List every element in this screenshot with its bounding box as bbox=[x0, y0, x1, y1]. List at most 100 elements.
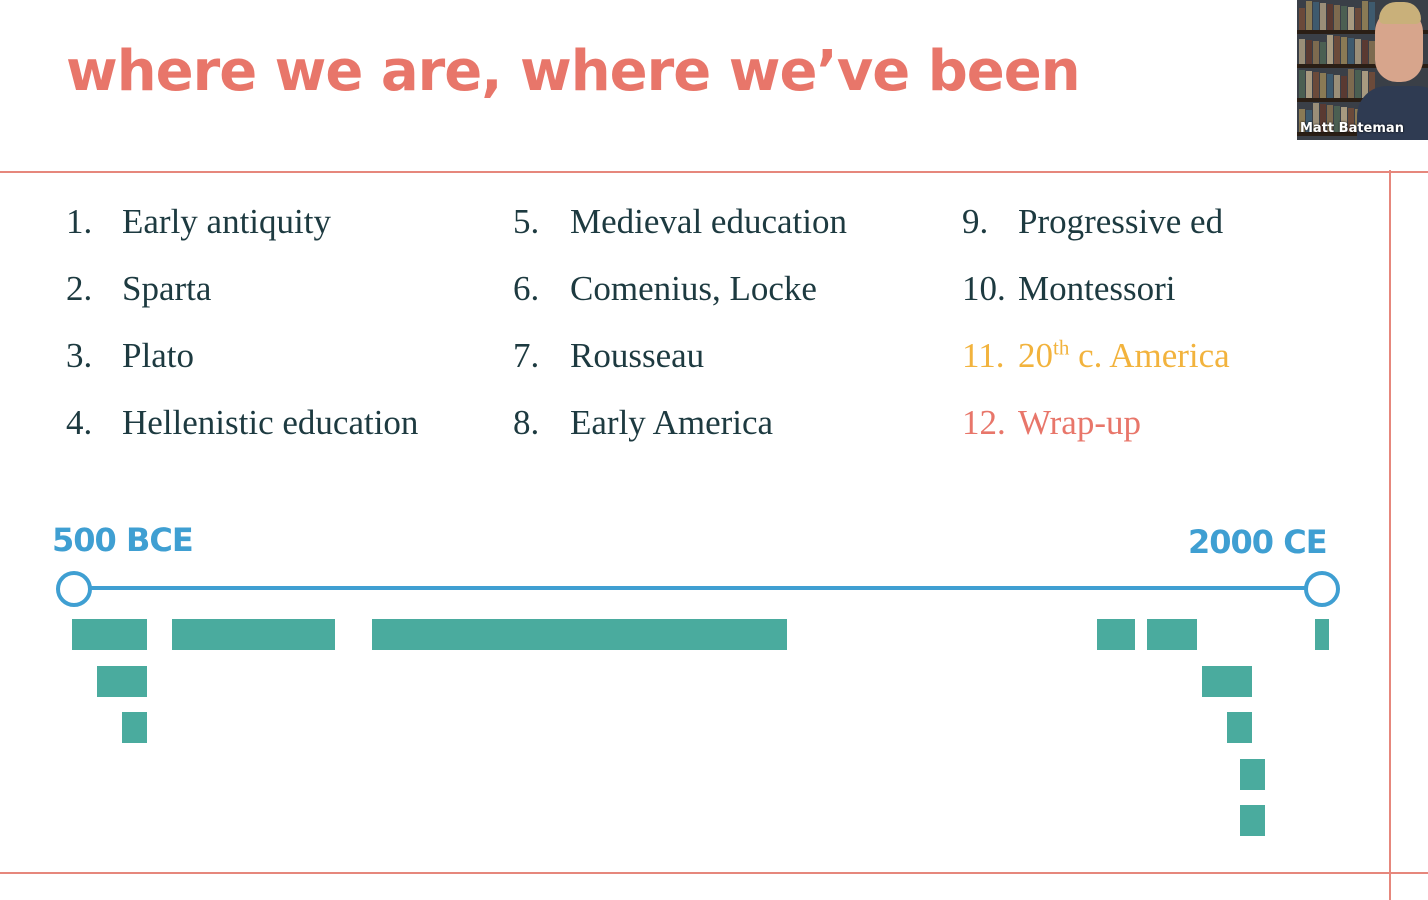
period-bar-plato bbox=[122, 712, 147, 743]
book-spine bbox=[1306, 1, 1312, 30]
book-spine bbox=[1334, 36, 1340, 64]
book-spine bbox=[1320, 104, 1326, 132]
book-spine bbox=[1348, 108, 1354, 132]
period-bar-hellenistic-education bbox=[172, 619, 335, 650]
book-spine bbox=[1313, 103, 1319, 132]
book-spine bbox=[1355, 39, 1361, 64]
agenda-item-label: Early America bbox=[570, 403, 774, 442]
book-spine bbox=[1320, 3, 1326, 30]
participant-body bbox=[1357, 86, 1428, 140]
book-spine bbox=[1313, 2, 1319, 30]
timeline-end-label: 2000 CE bbox=[1188, 523, 1328, 561]
book-spine bbox=[1362, 1, 1368, 30]
agenda-item-number: 2. bbox=[66, 269, 93, 308]
book-spine bbox=[1369, 2, 1375, 30]
period-bar-20th-c-america bbox=[1239, 805, 1265, 836]
timeline-end-marker bbox=[1304, 571, 1340, 607]
agenda-item-label-ordinal: 20 bbox=[1018, 336, 1053, 375]
agenda-item-early-america: 8. Early America bbox=[513, 401, 773, 445]
period-bar-early-america bbox=[1202, 665, 1252, 697]
book-spine bbox=[1341, 6, 1347, 30]
agenda-item-label: Progressive ed bbox=[1018, 202, 1224, 241]
book-spine bbox=[1313, 41, 1319, 64]
book-spine bbox=[1341, 76, 1347, 98]
agenda-item-number: 8. bbox=[513, 403, 540, 442]
agenda-item-sparta: 2. Sparta bbox=[66, 267, 211, 311]
agenda-item-hellenistic-education: 4. Hellenistic education bbox=[66, 401, 418, 445]
agenda-item-label: Montessori bbox=[1018, 269, 1176, 308]
slide-title: where we are, where we’ve been bbox=[66, 39, 1081, 104]
shelf-board bbox=[1297, 30, 1428, 34]
agenda-item-number: 10. bbox=[962, 269, 1006, 308]
agenda-item-number: 4. bbox=[66, 403, 93, 442]
agenda-item-label: Medieval education bbox=[570, 202, 847, 241]
book-spine bbox=[1355, 70, 1361, 98]
period-bar-medieval-education bbox=[372, 619, 787, 650]
book-spine bbox=[1341, 37, 1347, 64]
agenda-item-number: 11. bbox=[962, 336, 1005, 375]
book-spine bbox=[1369, 72, 1375, 98]
agenda-item-rousseau: 7. Rousseau bbox=[513, 334, 704, 378]
book-spine bbox=[1348, 7, 1354, 30]
period-bar-sparta bbox=[97, 665, 147, 697]
book-spine bbox=[1334, 75, 1340, 98]
agenda-item-label: Wrap-up bbox=[1018, 403, 1141, 442]
book-spine bbox=[1320, 42, 1326, 64]
book-spine bbox=[1299, 109, 1305, 132]
book-spine bbox=[1320, 73, 1326, 98]
agenda-item-medieval-education: 5. Medieval education bbox=[513, 200, 847, 244]
agenda-item-label: Comenius, Locke bbox=[570, 269, 817, 308]
book-spine bbox=[1355, 8, 1361, 30]
right-divider bbox=[1389, 170, 1391, 900]
agenda-item-number: 12. bbox=[962, 403, 1006, 442]
book-spine bbox=[1327, 4, 1333, 30]
book-spine bbox=[1299, 8, 1305, 30]
agenda-item-wrap-up: 12. Wrap-up bbox=[962, 401, 1141, 445]
participant-video-tile[interactable]: Matt Bateman bbox=[1297, 0, 1428, 140]
agenda-item-comenius-locke: 6. Comenius, Locke bbox=[513, 267, 817, 311]
agenda-item-progressive-ed: 9. Progressive ed bbox=[962, 200, 1223, 244]
period-bar-montessori bbox=[1239, 758, 1265, 790]
book-spine bbox=[1334, 5, 1340, 30]
timeline-start-marker bbox=[56, 571, 92, 607]
timeline-start-label: 500 BCE bbox=[52, 521, 194, 559]
book-spine bbox=[1327, 35, 1333, 64]
agenda-item-label-superscript: th bbox=[1053, 335, 1070, 360]
agenda-item-label: Early antiquity bbox=[122, 202, 331, 241]
participant-name: Matt Bateman bbox=[1300, 121, 1404, 136]
agenda-item-number: 3. bbox=[66, 336, 93, 375]
book-spine bbox=[1341, 107, 1347, 132]
top-divider bbox=[0, 171, 1428, 173]
book-spine bbox=[1306, 71, 1312, 98]
agenda-item-label: Hellenistic education bbox=[122, 403, 419, 442]
book-spine bbox=[1362, 40, 1368, 64]
agenda-item-number: 6. bbox=[513, 269, 540, 308]
book-spine bbox=[1327, 105, 1333, 132]
agenda-item-20th-c-america: 11. 20th c. America bbox=[962, 334, 1230, 378]
agenda-item-number: 7. bbox=[513, 336, 540, 375]
agenda-item-label-rest: c. America bbox=[1069, 336, 1230, 375]
book-spine bbox=[1362, 71, 1368, 98]
agenda-item-montessori: 10. Montessori bbox=[962, 267, 1176, 311]
agenda-item-number: 5. bbox=[513, 202, 540, 241]
bottom-divider bbox=[0, 872, 1428, 874]
timeline-axis bbox=[72, 586, 1322, 590]
period-bar-early-antiquity bbox=[72, 619, 147, 650]
book-spine bbox=[1299, 70, 1305, 98]
period-bar-wrap-up bbox=[1314, 619, 1329, 650]
shelf-board bbox=[1297, 64, 1428, 68]
book-spine bbox=[1369, 41, 1375, 64]
book-spine bbox=[1348, 38, 1354, 64]
agenda-item-early-antiquity: 1. Early antiquity bbox=[66, 200, 331, 244]
period-bar-progressive-ed bbox=[1227, 712, 1252, 743]
participant-hair bbox=[1379, 2, 1421, 24]
book-spine bbox=[1306, 40, 1312, 64]
book-spine bbox=[1306, 110, 1312, 132]
book-spine bbox=[1313, 72, 1319, 98]
agenda-item-label: Sparta bbox=[122, 269, 212, 308]
book-spine bbox=[1327, 74, 1333, 98]
agenda-item-number: 9. bbox=[962, 202, 989, 241]
period-bar-rousseau bbox=[1147, 619, 1197, 650]
agenda-item-number: 1. bbox=[66, 202, 93, 241]
book-spine bbox=[1299, 39, 1305, 64]
